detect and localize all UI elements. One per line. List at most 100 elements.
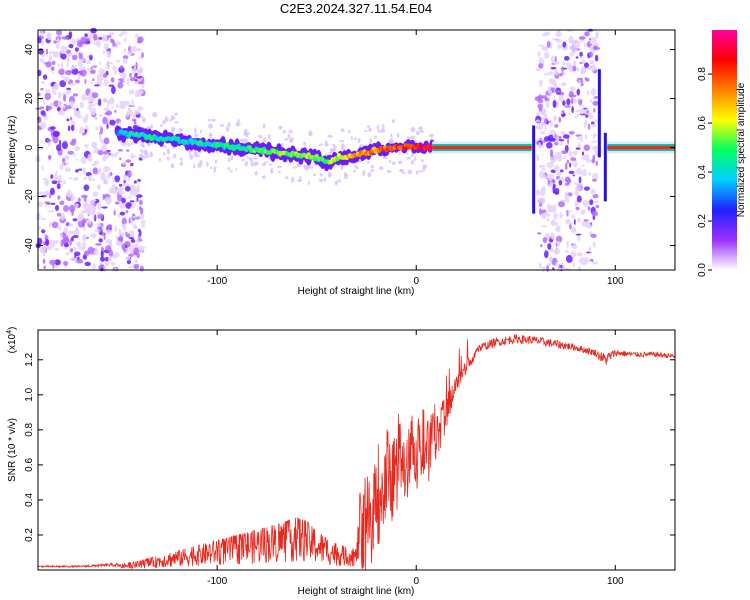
noise-dot	[213, 166, 216, 173]
noise-dot	[206, 161, 209, 168]
noise-dot	[303, 164, 306, 170]
noise-dot	[546, 40, 551, 49]
noise-dot	[77, 60, 83, 68]
noise-dot	[166, 156, 170, 161]
noise-dot	[126, 149, 130, 152]
noise-dot	[268, 133, 271, 140]
noise-dot	[133, 65, 137, 73]
noise-dot	[339, 140, 345, 143]
noise-dot	[110, 77, 115, 83]
noise-dot	[592, 132, 596, 139]
noise-dot	[118, 121, 122, 126]
noise-dot	[537, 50, 541, 57]
noise-dot	[40, 121, 47, 130]
noise-dot	[40, 110, 46, 116]
noise-dot	[59, 80, 66, 88]
noise-dot	[119, 104, 124, 109]
noise-dot	[75, 226, 79, 235]
noise-dot	[66, 56, 70, 65]
noise-dot	[84, 144, 89, 148]
noise-dot	[92, 142, 98, 148]
noise-dot	[78, 73, 81, 80]
noise-dot	[308, 130, 313, 137]
noise-dot	[391, 119, 395, 124]
noise-dot	[127, 196, 133, 199]
noise-dot	[583, 219, 589, 222]
noise-dot	[80, 156, 87, 164]
noise-dot	[564, 182, 570, 186]
noise-dot	[575, 206, 580, 211]
noise-dot	[537, 103, 543, 110]
noise-dot	[551, 204, 557, 213]
noise-dot	[277, 165, 282, 169]
noise-dot	[209, 166, 213, 170]
noise-dot	[246, 132, 249, 138]
noise-dot	[75, 79, 80, 84]
noise-dot	[109, 96, 114, 103]
frequency-ridge	[114, 69, 675, 214]
noise-dot	[537, 232, 542, 235]
noise-dot	[376, 124, 379, 131]
snr-x-axis-label: Height of straight line (km)	[298, 586, 415, 597]
noise-dot	[76, 258, 84, 264]
noise-dot	[82, 43, 88, 46]
noise-dot	[199, 159, 203, 166]
noise-dot	[123, 161, 127, 165]
noise-dot	[289, 138, 293, 144]
noise-dot	[56, 29, 62, 36]
noise-dot	[254, 161, 259, 166]
noise-dot	[125, 202, 132, 209]
noise-dot	[66, 105, 72, 110]
noise-dot	[48, 222, 53, 228]
noise-dot	[592, 241, 596, 248]
noise-dot	[40, 87, 44, 91]
noise-dot	[129, 237, 134, 240]
noise-dot	[136, 40, 142, 44]
noise-scatter	[35, 27, 601, 273]
noise-dot	[139, 212, 145, 220]
spectrogram-frame	[37, 29, 676, 271]
noise-dot	[227, 122, 231, 128]
noise-dot	[571, 45, 577, 54]
noise-dot	[539, 131, 546, 135]
noise-dot	[136, 194, 143, 198]
noise-dot	[174, 112, 178, 116]
noise-dot	[137, 179, 141, 182]
noise-dot	[407, 169, 413, 175]
noise-dot	[406, 136, 412, 139]
noise-dot	[388, 159, 392, 164]
noise-dot	[229, 170, 233, 173]
ridge-point	[247, 145, 252, 150]
noise-dot	[37, 226, 42, 230]
noise-dot	[126, 259, 131, 265]
noise-dot	[117, 78, 125, 81]
noise-dot	[571, 244, 578, 250]
noise-dot	[549, 156, 557, 164]
noise-dot	[52, 130, 60, 137]
noise-dot	[74, 146, 81, 151]
noise-dot	[105, 153, 110, 159]
noise-dot	[196, 154, 200, 157]
noise-dot	[114, 251, 120, 258]
y-tick-label: 0.2	[24, 528, 35, 542]
noise-dot	[74, 47, 79, 52]
noise-dot	[70, 104, 73, 107]
noise-dot	[386, 169, 390, 173]
noise-dot	[46, 245, 53, 251]
noise-dot	[398, 150, 401, 155]
noise-dot	[340, 145, 346, 152]
noise-dot	[324, 140, 328, 146]
noise-dot	[578, 36, 586, 40]
noise-dot	[127, 50, 133, 55]
noise-dot	[91, 205, 96, 214]
noise-dot	[63, 261, 69, 266]
noise-dot	[550, 55, 556, 63]
noise-dot	[122, 58, 128, 64]
noise-dot	[99, 114, 103, 118]
noise-dot	[382, 156, 388, 159]
noise-dot	[189, 154, 194, 160]
noise-dot	[125, 256, 131, 261]
noise-dot	[594, 54, 599, 62]
noise-dot	[85, 37, 90, 42]
noise-dot	[37, 201, 44, 207]
